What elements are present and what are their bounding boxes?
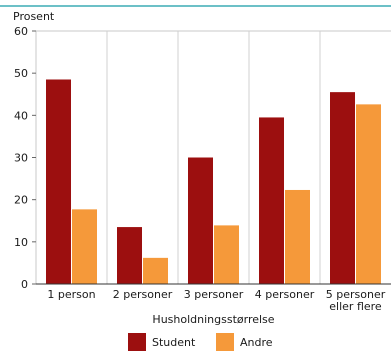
bar-student [330,92,355,285]
legend-label-student: Student [152,336,196,349]
bar-student [259,117,284,284]
legend-swatch-andre [216,333,234,351]
x-tick-label: eller flere [329,300,382,313]
bar-andre [143,257,168,284]
y-axis-title: Prosent [13,10,55,23]
bar-student [46,79,71,284]
y-tick-label: 10 [14,236,28,249]
x-tick-label: 1 person [47,288,95,301]
bar-andre [214,225,239,284]
x-tick-label: 3 personer [184,288,244,301]
y-tick-label: 20 [14,194,28,207]
x-tick-label: 4 personer [255,288,315,301]
bar-andre [285,189,310,284]
x-tick-label: 5 personer [326,288,386,301]
y-tick-label: 0 [21,278,28,291]
legend-swatch-student [128,333,146,351]
legend-label-andre: Andre [240,336,273,349]
x-axis-title: Husholdningsstørrelse [152,313,274,326]
y-tick-label: 50 [14,67,28,80]
bar-student [117,227,142,284]
bar-andre [72,209,97,284]
y-tick-label: 40 [14,109,28,122]
bar-student [188,157,213,284]
x-tick-label: 2 personer [113,288,173,301]
y-tick-label: 30 [14,152,28,165]
y-tick-label: 60 [14,25,28,38]
bar-andre [356,104,381,285]
